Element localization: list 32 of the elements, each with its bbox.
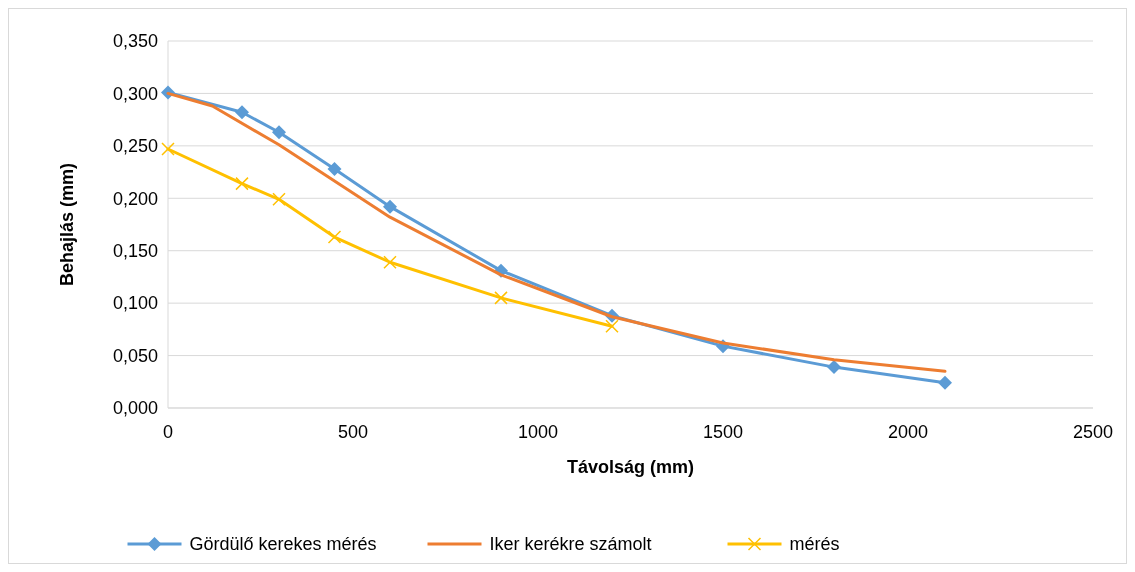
point	[938, 375, 952, 390]
point	[827, 360, 841, 375]
point	[383, 255, 397, 269]
legend-label: mérés	[789, 534, 840, 555]
point	[235, 176, 249, 191]
x-tick-label: 2000	[887, 422, 929, 442]
point	[383, 199, 397, 214]
y-tick-label: 0,300	[112, 83, 158, 104]
x-tick-label: 1000	[517, 422, 559, 442]
y-axis-title: Behajlás (mm)	[57, 162, 77, 287]
x-axis-title: Távolság (mm)	[566, 457, 695, 477]
point	[327, 230, 342, 244]
x-tick-label: 1500	[702, 422, 744, 442]
point	[272, 125, 286, 140]
point	[235, 105, 249, 120]
y-tick-label: 0,050	[112, 345, 158, 366]
legend-label: Iker kerékre számolt	[489, 534, 652, 555]
y-tick-label: 0,100	[112, 293, 158, 314]
y-tick-label: 0,350	[112, 31, 158, 52]
x-tick-label: 2500	[1072, 422, 1114, 442]
y-tick-label: 0,000	[112, 398, 158, 419]
y-tick-label: 0,150	[112, 241, 158, 262]
y-tick-label: 0,200	[112, 188, 158, 209]
x-tick-label: 0	[162, 422, 174, 442]
x-tick-label: 500	[337, 422, 369, 442]
point	[327, 161, 342, 176]
point	[272, 192, 286, 207]
point	[605, 319, 619, 333]
point	[161, 142, 175, 156]
legend-label: Gördülő kerekes mérés	[189, 534, 377, 555]
y-tick-label: 0,250	[112, 136, 158, 157]
point	[494, 291, 508, 305]
